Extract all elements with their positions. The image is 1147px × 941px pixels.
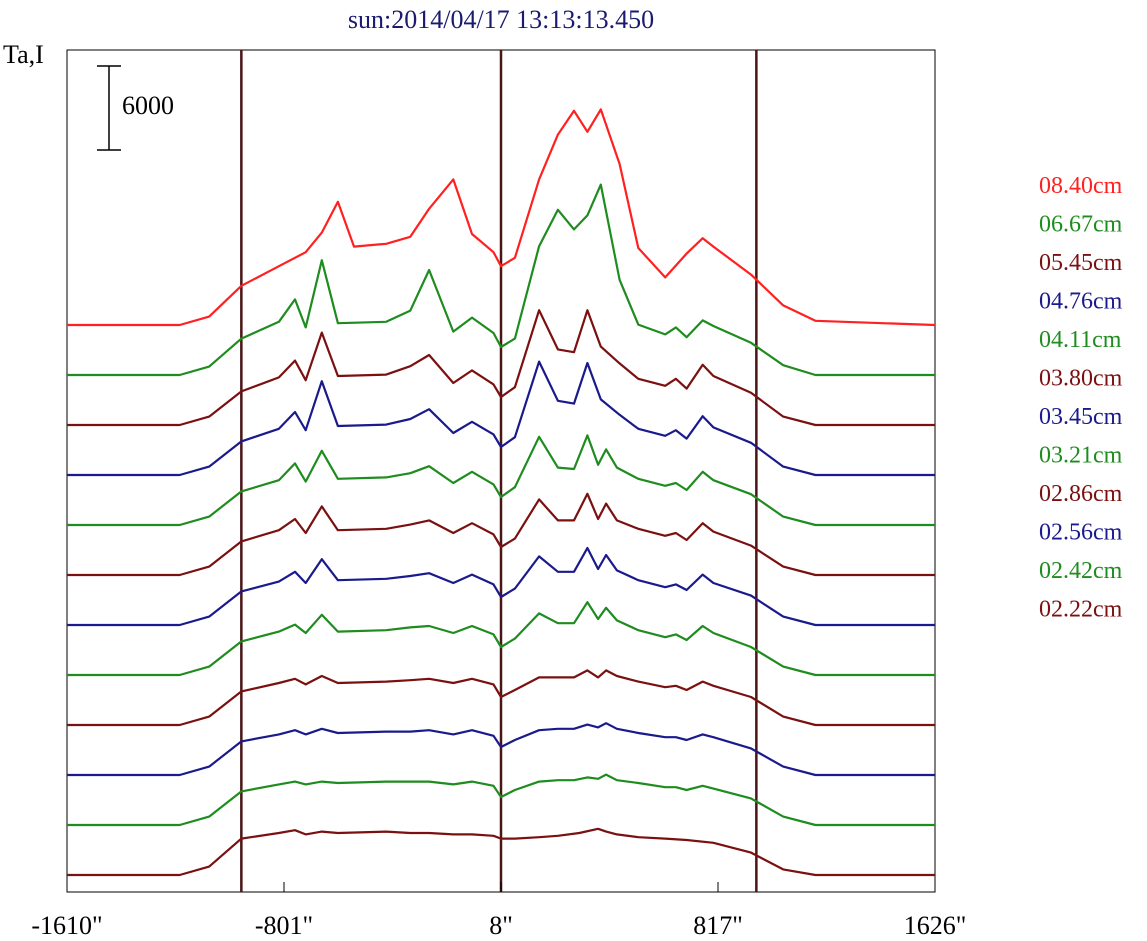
- legend-entry: 03.21cm: [1039, 443, 1123, 469]
- legend-entry: 02.56cm: [1039, 520, 1123, 546]
- reference-lines: [240, 50, 758, 892]
- series-line-03.80cm: [67, 492, 935, 577]
- legend-entry: 05.45cm: [1039, 250, 1123, 276]
- series-line-03.45cm: [67, 546, 935, 627]
- series-line-04.11cm: [67, 434, 935, 527]
- series-line-02.86cm: [67, 669, 935, 727]
- legend-entry: 03.45cm: [1039, 404, 1123, 430]
- legend-entry: 08.40cm: [1039, 173, 1123, 199]
- legend-entry: 02.86cm: [1039, 481, 1123, 507]
- intensity-scale-bar: 6000: [97, 65, 174, 151]
- series-line-08.40cm: [67, 108, 936, 327]
- x-tick-label: 1626": [904, 911, 967, 940]
- legend-entry: 02.22cm: [1039, 597, 1123, 623]
- x-tick-label: -1610": [31, 911, 102, 940]
- x-tick-label: 8": [489, 911, 513, 940]
- legend-entry: 04.11cm: [1039, 327, 1122, 353]
- series-line-05.45cm: [67, 309, 935, 427]
- legend: 08.40cm 06.67cm 05.45cm 04.76cm 04.11cm 03.80…: [1039, 173, 1123, 623]
- x-tick-label: -801": [255, 911, 313, 940]
- legend-entry: 03.80cm: [1039, 366, 1123, 392]
- y-axis-label: Ta,I: [3, 40, 44, 69]
- series-line-02.22cm: [67, 827, 935, 877]
- series-lines: [67, 108, 936, 877]
- legend-entry: 04.76cm: [1039, 289, 1123, 315]
- chart-title: sun:2014/04/17 13:13:13.450: [348, 5, 654, 34]
- series-line-02.42cm: [67, 773, 935, 827]
- series-line-04.76cm: [67, 360, 935, 477]
- series-line-03.21cm: [67, 601, 935, 677]
- x-tick-label: 817": [693, 911, 743, 940]
- scale-bar-label: 6000: [122, 91, 174, 120]
- x-axis-ticks: -1610" -801" 8" 817" 1626": [31, 882, 966, 940]
- series-line-06.67cm: [67, 183, 935, 377]
- legend-entry: 02.42cm: [1039, 558, 1123, 584]
- series-line-02.56cm: [67, 722, 935, 777]
- legend-entry: 06.67cm: [1039, 212, 1123, 238]
